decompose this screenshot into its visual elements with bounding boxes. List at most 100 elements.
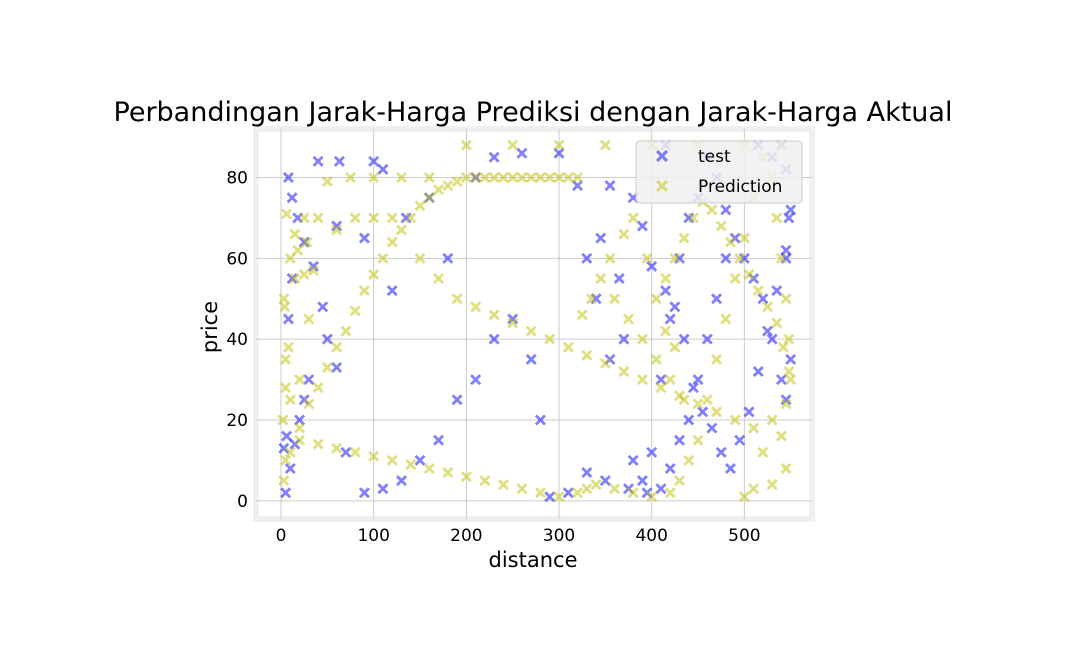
x-tick-label: 0 — [276, 526, 287, 546]
point-test — [780, 244, 792, 256]
point-prediction — [386, 212, 398, 224]
point-prediction — [692, 398, 704, 410]
y-axis-label: price — [198, 301, 222, 353]
point-test — [678, 333, 690, 345]
point-prediction — [298, 212, 310, 224]
point-prediction — [281, 208, 293, 220]
point-prediction — [395, 171, 407, 183]
point-prediction — [664, 487, 676, 499]
point-prediction — [405, 212, 417, 224]
point-prediction — [321, 176, 333, 188]
point-prediction — [284, 252, 296, 264]
point-test — [470, 374, 482, 386]
point-prediction — [692, 434, 704, 446]
point-prediction — [734, 252, 746, 264]
point-prediction — [683, 454, 695, 466]
point-test — [785, 204, 797, 216]
point-test — [321, 333, 333, 345]
point-test — [414, 454, 426, 466]
point-prediction — [748, 422, 760, 434]
point-prediction — [618, 228, 630, 240]
point-prediction — [572, 171, 584, 183]
point-prediction — [534, 487, 546, 499]
point-test — [599, 475, 611, 487]
point-prediction — [766, 414, 778, 426]
point-test — [534, 414, 546, 426]
point-test — [701, 333, 713, 345]
point-prediction — [368, 268, 380, 280]
point-prediction — [331, 442, 343, 454]
legend: test Prediction — [635, 140, 803, 204]
point-prediction — [609, 483, 621, 495]
point-test — [604, 180, 616, 192]
point-prediction — [544, 333, 556, 345]
x-tick-label: 300 — [543, 526, 575, 546]
point-test — [395, 475, 407, 487]
point-prediction — [627, 212, 639, 224]
point-prediction — [660, 325, 672, 337]
point-test — [655, 483, 667, 495]
point-prediction — [516, 483, 528, 495]
point-prediction — [284, 446, 296, 458]
point-prediction — [349, 212, 361, 224]
point-prediction — [301, 236, 313, 248]
point-prediction — [377, 252, 389, 264]
point-prediction — [687, 212, 699, 224]
point-prediction — [331, 224, 343, 236]
point-test — [627, 454, 639, 466]
point-test — [706, 422, 718, 434]
point-prediction — [678, 394, 690, 406]
point-prediction — [294, 422, 306, 434]
point-prediction — [673, 475, 685, 487]
point-test — [280, 487, 292, 499]
point-prediction — [414, 252, 426, 264]
point-test — [734, 434, 746, 446]
point-test — [581, 252, 593, 264]
point-prediction — [581, 483, 593, 495]
point-test — [720, 204, 732, 216]
point-test — [715, 446, 727, 458]
point-test — [303, 374, 315, 386]
point-test — [442, 252, 454, 264]
point-test — [278, 442, 290, 454]
point-test — [636, 220, 648, 232]
point-prediction — [278, 475, 290, 487]
point-prediction — [423, 192, 435, 204]
point-prediction — [590, 479, 602, 491]
x-tick-label: 400 — [635, 526, 667, 546]
point-prediction — [752, 285, 764, 297]
point-prediction — [460, 139, 472, 151]
point-prediction — [414, 200, 426, 212]
point-prediction — [423, 462, 435, 474]
chart-title: Perbandingan Jarak-Harga Prediksi dengan… — [114, 97, 953, 128]
point-prediction — [298, 268, 310, 280]
point-test — [377, 163, 389, 175]
x-tick-label: 500 — [728, 526, 760, 546]
point-prediction — [507, 139, 519, 151]
point-prediction — [783, 333, 795, 345]
point-prediction — [775, 430, 787, 442]
point-test — [783, 212, 795, 224]
point-prediction — [553, 171, 565, 183]
point-prediction — [743, 268, 755, 280]
y-tick-label: 60 — [226, 249, 248, 269]
point-test — [331, 361, 343, 373]
point-prediction — [525, 171, 537, 183]
point-test — [286, 273, 298, 285]
point-prediction — [451, 293, 463, 305]
point-prediction — [368, 212, 380, 224]
point-prediction — [701, 394, 713, 406]
point-prediction — [618, 365, 630, 377]
point-prediction — [595, 273, 607, 285]
point-test — [358, 487, 370, 499]
point-test — [766, 333, 778, 345]
point-test — [757, 293, 769, 305]
point-test — [646, 260, 658, 272]
point-prediction — [711, 353, 723, 365]
point-prediction — [553, 491, 565, 503]
point-prediction — [368, 171, 380, 183]
point-prediction — [783, 365, 795, 377]
point-prediction — [660, 273, 672, 285]
point-prediction — [720, 313, 732, 325]
